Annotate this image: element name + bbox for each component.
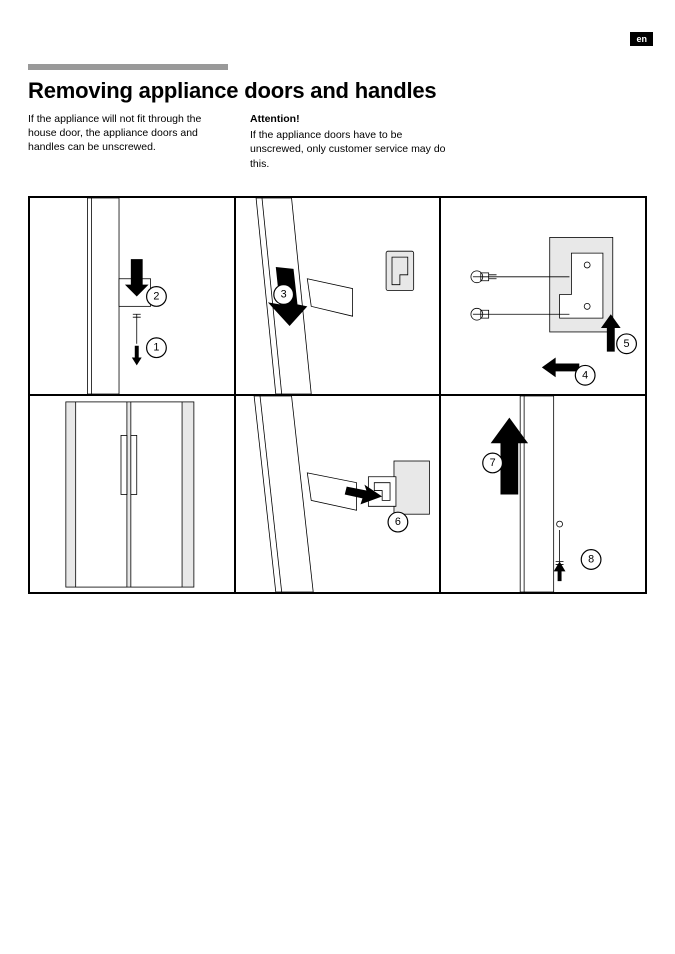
intro-col-1: If the appliance will not fit through th… [28, 112, 228, 171]
step-5-label: 5 [624, 338, 630, 350]
cell-2: 3 [235, 197, 441, 395]
diagram-4 [30, 396, 234, 592]
diagram-2: 3 [236, 198, 440, 394]
step-7-label: 7 [490, 457, 496, 469]
page-title: Removing appliance doors and handles [28, 78, 647, 104]
attention-text: If the appliance doors have to be unscre… [250, 128, 450, 171]
diagram-3: 5 4 [441, 198, 645, 394]
intro-col-2: Attention! If the appliance doors have t… [250, 112, 450, 171]
diagram-6: 7 8 [441, 396, 645, 592]
cell-4 [29, 395, 235, 593]
cell-1: 2 1 [29, 197, 235, 395]
intro-columns: If the appliance will not fit through th… [28, 112, 647, 171]
page-content: Removing appliance doors and handles If … [28, 64, 647, 171]
header-rule [28, 64, 228, 70]
step-6-label: 6 [395, 516, 401, 528]
language-tag: en [630, 32, 653, 46]
attention-label: Attention! [250, 112, 450, 126]
step-2-label: 2 [153, 290, 159, 302]
instruction-grid: 2 1 3 [28, 196, 647, 594]
cell-5: 6 [235, 395, 441, 593]
cell-6: 7 8 [440, 395, 646, 593]
step-3-label: 3 [280, 289, 286, 301]
cell-3: 5 4 [440, 197, 646, 395]
diagram-1: 2 1 [30, 198, 234, 394]
step-4-label: 4 [583, 369, 589, 381]
step-1-label: 1 [153, 342, 159, 354]
diagram-5: 6 [236, 396, 440, 592]
step-8-label: 8 [588, 553, 594, 565]
